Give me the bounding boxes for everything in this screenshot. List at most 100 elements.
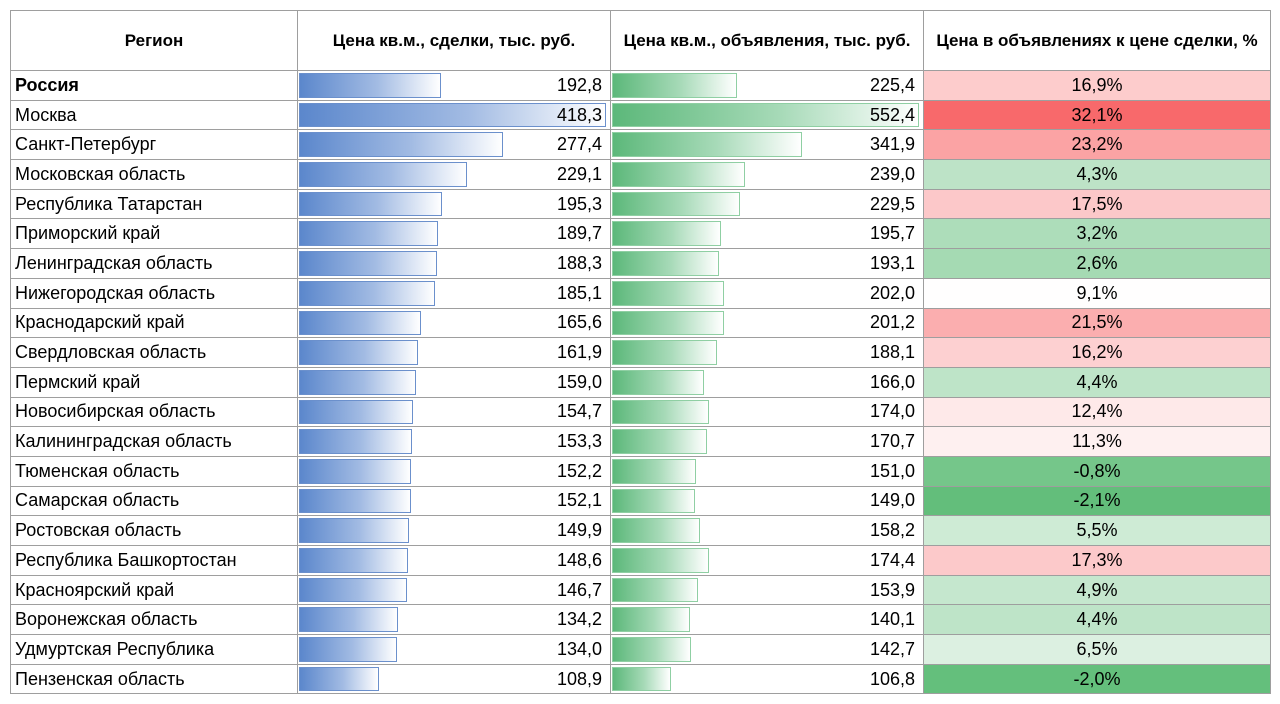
table-row: Удмуртская Республика 134,0 142,7 6,5% xyxy=(10,634,1271,665)
region-cell: Россия xyxy=(10,70,298,101)
deal-price-value: 154,7 xyxy=(556,401,602,422)
deal-price-bar xyxy=(299,488,411,514)
deal-price-value: 152,1 xyxy=(556,490,602,511)
deal-price-cell: 277,4 xyxy=(297,129,611,161)
premium-cell: 4,4% xyxy=(923,366,1271,398)
table-row: Воронежская область 134,2 140,1 4,4% xyxy=(10,604,1271,636)
region-cell: Тюменская область xyxy=(10,455,298,487)
listing-price-bar xyxy=(612,607,690,633)
table-row: Свердловская область 161,9 188,1 16,2% xyxy=(10,337,1271,368)
deal-price-cell: 189,7 xyxy=(297,218,611,250)
listing-price-cell: 195,7 xyxy=(610,218,924,250)
listing-price-value: 174,4 xyxy=(869,549,915,570)
listing-price-value: 229,5 xyxy=(869,193,915,214)
header-region: Регион xyxy=(10,10,298,71)
deal-price-value: 134,0 xyxy=(556,638,602,659)
table-row: Краснодарский край 165,6 201,2 21,5% xyxy=(10,307,1271,339)
listing-price-value: 239,0 xyxy=(869,163,915,184)
deal-price-cell: 188,3 xyxy=(297,248,611,279)
deal-price-cell: 229,1 xyxy=(297,159,611,190)
listing-price-value: 140,1 xyxy=(869,609,915,630)
premium-cell: 9,1% xyxy=(923,277,1271,309)
listing-price-cell: 239,0 xyxy=(610,159,924,190)
deal-price-bar xyxy=(299,132,503,158)
deal-price-bar xyxy=(299,191,443,217)
deal-price-bar xyxy=(299,280,435,306)
listing-price-cell: 151,0 xyxy=(610,455,924,487)
region-cell: Калининградская область xyxy=(10,426,298,457)
deal-price-cell: 154,7 xyxy=(297,396,611,428)
premium-cell: 4,3% xyxy=(923,159,1271,190)
listing-price-bar xyxy=(612,132,803,158)
listing-price-cell: 174,0 xyxy=(610,396,924,428)
premium-cell: 4,4% xyxy=(923,604,1271,636)
premium-cell: 16,2% xyxy=(923,337,1271,368)
listing-price-value: 170,7 xyxy=(869,431,915,452)
deal-price-cell: 152,2 xyxy=(297,455,611,487)
header-listing-price: Цена кв.м., объявления, тыс. руб. xyxy=(610,10,924,71)
region-cell: Республика Татарстан xyxy=(10,188,298,220)
premium-cell: 11,3% xyxy=(923,426,1271,457)
region-cell: Красноярский край xyxy=(10,574,298,606)
table-row: Тюменская область 152,2 151,0 -0,8% xyxy=(10,455,1271,487)
price-table: Регион Цена кв.м., сделки, тыс. руб. Цен… xyxy=(10,10,1271,695)
premium-cell: 17,5% xyxy=(923,188,1271,220)
table-row: Россия 192,8 225,4 16,9% xyxy=(10,70,1271,101)
deal-price-cell: 146,7 xyxy=(297,574,611,606)
deal-price-cell: 159,0 xyxy=(297,366,611,398)
listing-price-cell: 229,5 xyxy=(610,188,924,220)
listing-price-value: 158,2 xyxy=(869,520,915,541)
premium-cell: 5,5% xyxy=(923,515,1271,546)
listing-price-bar xyxy=(612,73,738,98)
deal-price-value: 153,3 xyxy=(556,431,602,452)
premium-cell: 21,5% xyxy=(923,307,1271,339)
listing-price-value: 193,1 xyxy=(869,252,915,273)
deal-price-cell: 165,6 xyxy=(297,307,611,339)
listing-price-bar xyxy=(612,637,692,662)
listing-price-cell: 149,0 xyxy=(610,485,924,517)
table-row: Новосибирская область 154,7 174,0 12,4% xyxy=(10,396,1271,428)
listing-price-bar xyxy=(612,429,707,454)
deal-price-value: 192,8 xyxy=(556,74,602,95)
deal-price-value: 146,7 xyxy=(556,579,602,600)
listing-price-value: 202,0 xyxy=(869,282,915,303)
deal-price-value: 161,9 xyxy=(556,342,602,363)
deal-price-value: 189,7 xyxy=(556,223,602,244)
table-body: Россия 192,8 225,4 16,9% Москва 418,3 552,4 32,… xyxy=(10,70,1271,695)
listing-price-cell: 341,9 xyxy=(610,129,924,161)
region-cell: Краснодарский край xyxy=(10,307,298,339)
deal-price-bar xyxy=(299,102,607,128)
deal-price-value: 229,1 xyxy=(556,163,602,184)
deal-price-bar xyxy=(299,518,410,543)
deal-price-bar xyxy=(299,577,407,603)
table-row: Нижегородская область 185,1 202,0 9,1% xyxy=(10,277,1271,309)
premium-cell: 6,5% xyxy=(923,634,1271,665)
region-cell: Пензенская область xyxy=(10,663,298,695)
listing-price-cell: 106,8 xyxy=(610,663,924,695)
header-premium: Цена в объявлениях к цене сделки, % xyxy=(923,10,1271,71)
deal-price-cell: 418,3 xyxy=(297,99,611,131)
listing-price-value: 552,4 xyxy=(869,104,915,125)
premium-cell: 17,3% xyxy=(923,545,1271,576)
listing-price-bar xyxy=(612,251,720,276)
listing-price-cell: 166,0 xyxy=(610,366,924,398)
listing-price-bar xyxy=(612,310,724,336)
listing-price-cell: 170,7 xyxy=(610,426,924,457)
table-header: Регион Цена кв.м., сделки, тыс. руб. Цен… xyxy=(10,10,1271,71)
premium-cell: -0,8% xyxy=(923,455,1271,487)
listing-price-bar xyxy=(612,548,710,573)
deal-price-value: 277,4 xyxy=(556,134,602,155)
deal-price-value: 165,6 xyxy=(556,312,602,333)
deal-price-bar xyxy=(299,221,439,247)
region-cell: Удмуртская Республика xyxy=(10,634,298,665)
region-cell: Пермский край xyxy=(10,366,298,398)
table-row: Республика Татарстан 195,3 229,5 17,5% xyxy=(10,188,1271,220)
premium-cell: -2,1% xyxy=(923,485,1271,517)
table-row: Московская область 229,1 239,0 4,3% xyxy=(10,159,1271,190)
deal-price-cell: 108,9 xyxy=(297,663,611,695)
table-row: Республика Башкортостан 148,6 174,4 17,3% xyxy=(10,545,1271,576)
deal-price-value: 134,2 xyxy=(556,609,602,630)
deal-price-value: 152,2 xyxy=(556,460,602,481)
listing-price-value: 341,9 xyxy=(869,134,915,155)
listing-price-bar xyxy=(612,518,700,543)
